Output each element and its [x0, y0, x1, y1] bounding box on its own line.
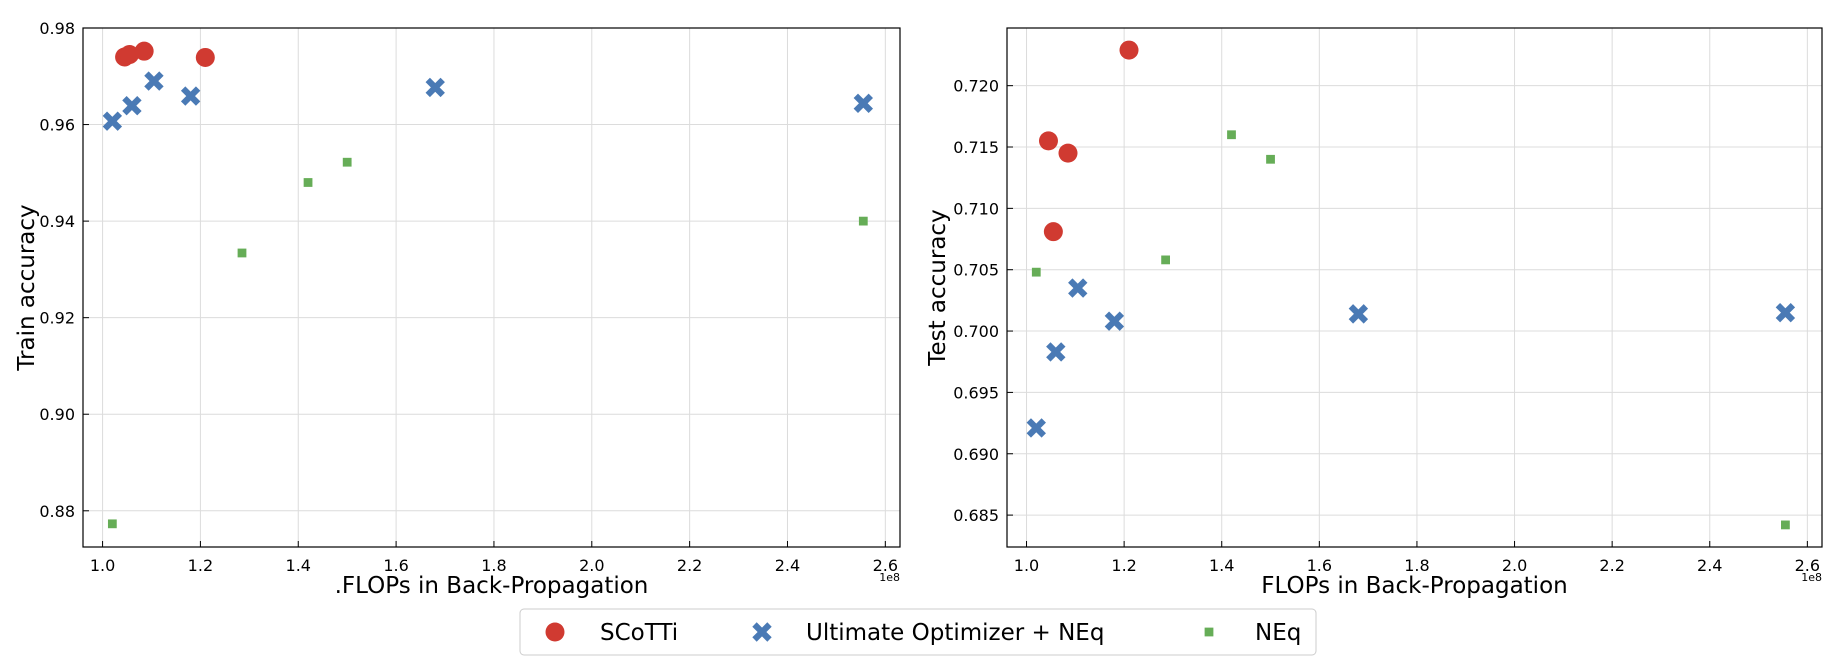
- y-tick-label: 0.96: [39, 116, 75, 135]
- x-tick-label: 1.8: [481, 556, 506, 575]
- x-tick-label: 1.4: [1209, 556, 1234, 575]
- data-point-neq: [1227, 130, 1236, 140]
- legend-label: NEq: [1255, 620, 1301, 646]
- data-point-ultimate-optimizer-neq: [1348, 304, 1369, 324]
- x-tick-label: 1.6: [383, 556, 408, 575]
- x-tick-label: 1.2: [1111, 556, 1136, 575]
- x-tick-label: 1.0: [1014, 556, 1039, 575]
- y-axis-label: Test accuracy: [925, 209, 951, 366]
- data-point-scotti: [119, 45, 139, 65]
- y-tick-label: 0.685: [953, 506, 999, 525]
- y-tick-label: 0.98: [39, 19, 75, 38]
- x-tick-label: 2.0: [1502, 556, 1527, 575]
- y-axis-label: Train accuracy: [14, 204, 40, 371]
- y-tick-label: 0.700: [953, 322, 999, 341]
- data-point-neq: [1266, 154, 1275, 164]
- y-tick-label: 0.715: [953, 138, 999, 157]
- data-point-ultimate-optimizer-neq: [853, 93, 874, 114]
- train-accuracy-plot: 1.0 1.2 1.4 1.6 1.8 2.0 2.2 2.4 2.6 0.88 0.90 0.92 0…: [14, 19, 901, 599]
- y-tick-label: 0.705: [953, 261, 999, 280]
- data-point-ultimate-optimizer-neq: [102, 111, 123, 131]
- data-point-ultimate-optimizer-neq: [1026, 418, 1046, 438]
- x-tick-label: 1.2: [188, 556, 213, 575]
- legend-marker-scotti: [545, 622, 565, 642]
- data-point-ultimate-optimizer-neq: [122, 96, 142, 116]
- data-point-neq: [107, 519, 117, 529]
- data-point-neq: [1031, 267, 1041, 277]
- legend-label: Ultimate Optimizer + NEq: [806, 620, 1104, 646]
- x-tick-label: 2.4: [1697, 556, 1722, 575]
- x-axis-label: .FLOPs in Back-Propagation: [335, 573, 649, 599]
- x-tick-label: 2.2: [1599, 556, 1624, 575]
- data-point-neq: [1781, 520, 1790, 530]
- data-point-ultimate-optimizer-neq: [1046, 342, 1066, 362]
- legend: SCoTTi Ultimate Optimizer + NEq NEq: [519, 608, 1317, 656]
- plot-frame: [1006, 27, 1823, 548]
- legend-box: [519, 608, 1317, 656]
- x-tick-label: 1.4: [286, 556, 311, 575]
- y-tick-label: 0.690: [953, 445, 999, 464]
- x-axis-offset-label: 1e8: [1801, 571, 1822, 584]
- data-point-neq: [303, 178, 313, 187]
- data-point-ultimate-optimizer-neq: [1104, 311, 1125, 331]
- x-tick-label: 2.0: [579, 556, 604, 575]
- data-point-scotti: [134, 41, 154, 61]
- y-tick-label: 0.720: [953, 77, 999, 96]
- x-tick-label: 2.2: [677, 556, 702, 575]
- y-tick-label: 0.90: [39, 405, 75, 424]
- y-tick-label: 0.695: [953, 383, 999, 402]
- legend-label: SCoTTi: [600, 620, 678, 646]
- x-tick-label: 1.6: [1307, 556, 1332, 575]
- data-point-ultimate-optimizer-neq: [1775, 302, 1796, 323]
- legend-marker-neq: [1204, 627, 1214, 637]
- x-tick-label: 2.6: [1795, 556, 1820, 575]
- data-point-scotti: [1038, 131, 1058, 151]
- data-point-scotti: [1119, 40, 1139, 60]
- data-point-ultimate-optimizer-neq: [1068, 278, 1088, 298]
- y-tick-label: 0.94: [39, 212, 75, 231]
- x-tick-label: 2.6: [873, 556, 898, 575]
- y-tick-label: 0.710: [953, 199, 999, 218]
- x-tick-label: 1.8: [1404, 556, 1429, 575]
- data-point-ultimate-optimizer-neq: [180, 86, 201, 106]
- y-tick-label: 0.88: [39, 502, 75, 521]
- x-axis-label: FLOPs in Back-Propagation: [1261, 573, 1567, 599]
- plot-frame: [82, 27, 901, 548]
- data-point-neq: [1161, 255, 1170, 265]
- y-tick-label: 0.92: [39, 309, 75, 328]
- x-axis-offset-label: 1e8: [879, 571, 900, 584]
- data-point-neq: [342, 157, 352, 167]
- data-point-scotti: [1043, 222, 1063, 242]
- data-point-neq: [858, 216, 868, 226]
- data-point-ultimate-optimizer-neq: [425, 77, 445, 98]
- x-tick-label: 2.4: [775, 556, 800, 575]
- test-accuracy-plot: 1.0 1.2 1.4 1.6 1.8 2.0 2.2 2.4 2.6 0.685 0.690 0.6…: [925, 27, 1823, 599]
- data-point-ultimate-optimizer-neq: [144, 71, 164, 91]
- x-tick-label: 1.0: [90, 556, 115, 575]
- data-point-scotti: [195, 47, 215, 67]
- data-point-neq: [237, 248, 247, 258]
- legend-marker-ultimate-optimizer-neq: [752, 622, 772, 642]
- data-point-scotti: [1058, 143, 1078, 163]
